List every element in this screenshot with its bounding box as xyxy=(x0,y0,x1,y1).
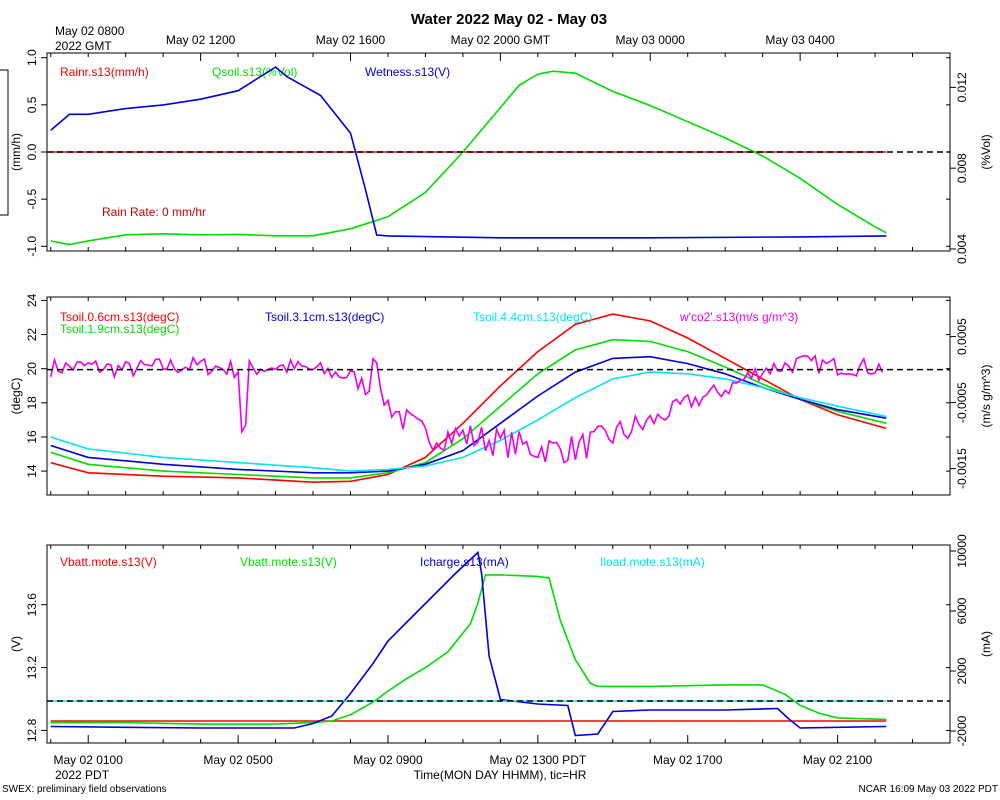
left-y-tick-label: 14 xyxy=(25,464,39,478)
bottom-tick-label: May 02 2100 xyxy=(803,753,873,767)
left-y-tick-label: 0.5 xyxy=(25,96,39,113)
left-y-axis-label: (mm/h) xyxy=(9,133,23,171)
legend-label: Ichargе.s13(mA) xyxy=(420,555,509,569)
top-tick-label: May 03 0000 xyxy=(616,33,686,47)
panel-3-frame xyxy=(46,544,951,744)
left-y-tick-label: -1.0 xyxy=(25,236,39,257)
battery-panel: 12.8 13.2 13.6 -2000 2000 6000 10000 (V) (mA) Vba… xyxy=(9,534,993,746)
legend-label: Vbatt.mote.s13(V) xyxy=(240,555,337,569)
panel-2-frame xyxy=(46,296,951,496)
right-y-tick-label: 10000 xyxy=(955,534,969,568)
right-y-tick-label: 6000 xyxy=(955,597,969,624)
left-y-tick-label: 12.8 xyxy=(25,718,39,742)
series-line xyxy=(50,66,887,239)
top-tick-label: May 02 2000 GMT xyxy=(451,33,551,47)
legend-label: Vbatt.mote.s13(V) xyxy=(60,555,157,569)
right-y-tick-label: 0.004 xyxy=(955,234,969,264)
legend-label: Qsoil.s13(%Vol) xyxy=(212,65,297,79)
left-y-axis-label: (V) xyxy=(9,636,23,652)
bottom-tick-label: May 02 0900 xyxy=(353,753,423,767)
soil-temp-flux-panel: 14 16 18 20 22 24 -0.0015 -0.0005 0.0005 (degC) (m… xyxy=(9,293,993,489)
right-y-tick-label: 0.008 xyxy=(955,153,969,183)
legend-label: Tsoil.4.4cm.s13(degC) xyxy=(473,310,592,324)
legend-label: Rainr.s13(mm/h) xyxy=(60,65,149,79)
top-tick-label: May 03 0400 xyxy=(765,33,835,47)
series-line xyxy=(50,70,887,246)
left-y-tick-label: 13.2 xyxy=(25,656,39,680)
x-axis-label: Time(MON DAY HHMM), tic=HR xyxy=(414,768,587,782)
left-y-tick-label: 16 xyxy=(25,430,39,444)
legend-label: Tsoil.0.6cm.s13(degC) xyxy=(60,310,179,324)
left-y-tick-label: 0.0 xyxy=(25,143,39,160)
series-line xyxy=(50,574,887,725)
legend-label: Tsoil.3.1cm.s13(degC) xyxy=(265,310,384,324)
legend-label: Wetness.s13(V) xyxy=(365,65,450,79)
left-y-axis-label: (degC) xyxy=(9,378,23,415)
top-time-axis: May 02 1200 May 02 1600 May 02 2000 GMT May… xyxy=(50,33,951,549)
right-y-axis-label: (%Vol) xyxy=(979,134,993,169)
right-y-tick-label: -2000 xyxy=(955,715,969,746)
series-line xyxy=(50,371,887,472)
top-corner-label-2: 2022 GMT xyxy=(55,39,112,53)
left-y-tick-label: 13.6 xyxy=(25,593,39,617)
rain-soil-panel: -1.0 -0.5 0.0 0.5 1.0 0.004 0.008 0.012 (mm/h) (%… xyxy=(9,49,993,264)
bottom-corner-label: 2022 PDT xyxy=(55,768,110,782)
left-y-tick-label: 18 xyxy=(25,396,39,410)
bottom-tick-label: May 02 1300 PDT xyxy=(489,753,586,767)
right-y-tick-label: 0.0005 xyxy=(955,318,969,355)
series-line xyxy=(50,550,887,737)
legend-label: Iload.mote.s13(mA) xyxy=(600,555,705,569)
left-y-tick-label: 20 xyxy=(25,362,39,376)
footer-right: NCAR 16:09 May 03 2022 PDT xyxy=(858,784,998,795)
right-y-axis-label: (m/s g/m^3) xyxy=(979,365,993,428)
top-tick-label: May 02 1200 xyxy=(166,33,236,47)
rain-rate-annotation: Rain Rate: 0 mm/hr xyxy=(102,205,206,219)
right-y-tick-label: 0.012 xyxy=(955,72,969,102)
footer-left: SWEX: preliminary field observations xyxy=(2,784,167,795)
bottom-tick-label: May 02 0500 xyxy=(203,753,273,767)
bottom-tick-label: May 02 0100 xyxy=(54,753,124,767)
series-line xyxy=(50,355,887,474)
panel-1-frame xyxy=(46,52,951,252)
right-y-tick-label: -0.0005 xyxy=(955,382,969,423)
left-y-tick-label: 22 xyxy=(25,328,39,342)
left-y-tick-label: -0.5 xyxy=(25,188,39,209)
chart-title: Water 2022 May 02 - May 03 xyxy=(411,11,607,28)
legend-label: Tsoil.1.9cm.s13(degC) xyxy=(60,322,179,336)
series-line xyxy=(50,313,887,484)
top-tick-label: May 02 1600 xyxy=(316,33,386,47)
bottom-time-axis: May 02 0100 May 02 0500 May 02 0900 May 02 … xyxy=(50,247,951,767)
left-bracket-mark xyxy=(0,69,9,216)
top-corner-label-1: May 02 0800 xyxy=(55,24,125,38)
left-y-tick-label: 24 xyxy=(25,293,39,307)
right-y-tick-label: -0.0015 xyxy=(955,448,969,489)
right-y-axis-label: (mA) xyxy=(979,631,993,657)
left-y-tick-label: 1.0 xyxy=(25,49,39,66)
legend-label: w'co2'.s13(m/s g/m^3) xyxy=(679,310,798,324)
right-y-tick-label: 2000 xyxy=(955,657,969,684)
series-line xyxy=(50,338,887,479)
bottom-tick-label: May 02 1700 xyxy=(653,753,723,767)
